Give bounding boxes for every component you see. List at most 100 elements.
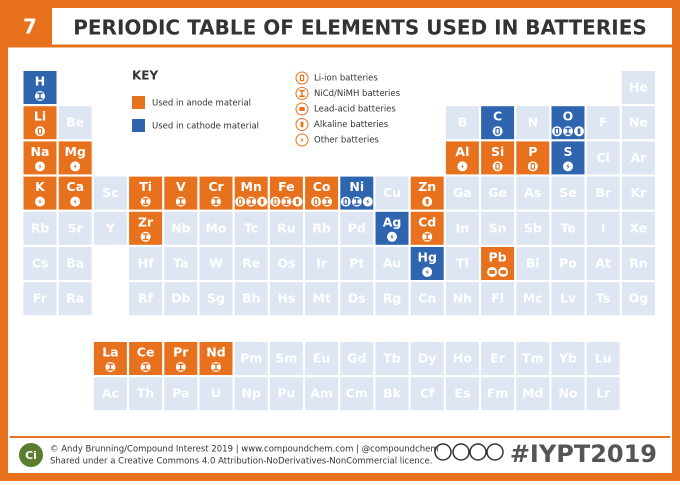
icon-glyph bbox=[107, 363, 114, 371]
element-cell bbox=[586, 106, 620, 140]
element-symbol: B bbox=[458, 115, 468, 130]
element-symbol: Th bbox=[137, 386, 154, 401]
element-symbol: P bbox=[528, 144, 537, 159]
element-cell bbox=[375, 282, 409, 316]
element-cell bbox=[481, 176, 515, 210]
battery-icon bbox=[492, 126, 503, 137]
element-symbol: Cm bbox=[346, 386, 368, 401]
element-symbol: W bbox=[209, 256, 223, 271]
element-symbol: Na bbox=[31, 144, 50, 159]
element-cell bbox=[445, 342, 479, 375]
element-symbol: Fr bbox=[33, 291, 48, 306]
element-symbol: Cs bbox=[32, 256, 49, 271]
element-symbol: Cu bbox=[383, 185, 401, 200]
element-symbol: Nb bbox=[171, 220, 190, 235]
element-cell bbox=[164, 282, 198, 316]
icon-glyph bbox=[390, 234, 394, 240]
element-symbol: Kr bbox=[630, 185, 647, 200]
element-cell bbox=[234, 377, 268, 411]
element-cell bbox=[481, 211, 515, 245]
element-symbol: Ra bbox=[66, 291, 84, 306]
element-cell bbox=[305, 282, 339, 316]
element-symbol: Zn bbox=[418, 179, 436, 194]
element-cell bbox=[551, 211, 585, 245]
element-cell bbox=[199, 211, 233, 245]
element-cell bbox=[93, 377, 127, 411]
element-symbol: Ts bbox=[596, 291, 610, 306]
icon-glyph bbox=[142, 233, 149, 241]
element-cell bbox=[621, 211, 655, 245]
element-symbol: Zr bbox=[138, 214, 154, 229]
element-symbol: Er bbox=[490, 351, 506, 366]
icon-glyph bbox=[73, 163, 77, 170]
key-label: Used in anode material bbox=[152, 99, 251, 109]
element-cell bbox=[410, 342, 444, 375]
element-cell bbox=[516, 282, 550, 316]
element-cell bbox=[551, 282, 585, 316]
element-symbol: Md bbox=[522, 386, 543, 401]
element-symbol: Hf bbox=[138, 256, 154, 271]
element-symbol: Tl bbox=[456, 256, 469, 271]
element-cell bbox=[375, 377, 409, 411]
element-cell bbox=[23, 247, 57, 280]
element-symbol: Te bbox=[560, 220, 575, 235]
battery-icon bbox=[527, 161, 538, 172]
element-cell bbox=[621, 71, 655, 104]
element-cell bbox=[516, 106, 550, 140]
element-symbol: Sg bbox=[207, 291, 225, 306]
element-cell bbox=[340, 211, 374, 245]
battery-icon bbox=[492, 161, 503, 172]
element-symbol: Rn bbox=[629, 256, 648, 271]
element-symbol: Xe bbox=[630, 220, 648, 235]
element-symbol: Es bbox=[454, 386, 470, 401]
element-symbol: Os bbox=[277, 256, 295, 271]
element-cell bbox=[551, 247, 585, 280]
element-cell bbox=[516, 247, 550, 280]
key-icon-ring bbox=[295, 102, 309, 116]
icon-glyph bbox=[425, 198, 429, 205]
battery-icon bbox=[297, 73, 307, 83]
key-label: NiCd/NiMH batteries bbox=[314, 89, 401, 99]
credit: © Andy Brunning/Compound Interest 2019 |… bbox=[50, 445, 439, 455]
element-symbol: Rh bbox=[312, 220, 331, 235]
element-symbol: H bbox=[35, 74, 45, 89]
element-symbol: I bbox=[601, 220, 606, 235]
element-symbol: Nh bbox=[453, 291, 472, 306]
element-cell bbox=[621, 106, 655, 140]
element-symbol: Sc bbox=[102, 185, 118, 200]
element-cell bbox=[586, 141, 620, 175]
element-symbol: Ge bbox=[488, 185, 507, 200]
element-symbol: Pu bbox=[277, 386, 295, 401]
element-symbol: Cd bbox=[418, 214, 436, 229]
element-symbol: Rg bbox=[383, 291, 402, 306]
element-cell bbox=[621, 247, 655, 280]
element-cell bbox=[269, 342, 303, 375]
element-cell bbox=[269, 247, 303, 280]
element-cell bbox=[58, 106, 92, 140]
element-symbol: Fl bbox=[491, 291, 504, 306]
element-symbol: Ac bbox=[102, 386, 119, 401]
icon-glyph bbox=[38, 198, 42, 205]
element-symbol: Sb bbox=[524, 220, 542, 235]
icon-glyph bbox=[495, 163, 500, 170]
element-symbol: Ce bbox=[137, 345, 155, 360]
element-symbol: Au bbox=[383, 256, 402, 271]
element-cell bbox=[129, 377, 163, 411]
element-cell bbox=[93, 211, 127, 245]
element-symbol: Mt bbox=[312, 291, 330, 306]
element-cell bbox=[481, 342, 515, 375]
element-symbol: Hs bbox=[277, 291, 295, 306]
element-symbol: Ti bbox=[139, 179, 152, 194]
element-cell bbox=[586, 247, 620, 280]
element-symbol: Lr bbox=[596, 386, 611, 401]
cc-badge bbox=[434, 443, 504, 461]
battery-icon bbox=[552, 126, 562, 137]
element-cell bbox=[516, 342, 550, 375]
element-cell bbox=[58, 247, 92, 280]
element-cell bbox=[199, 282, 233, 316]
element-symbol: Pt bbox=[349, 256, 364, 271]
element-cell bbox=[305, 211, 339, 245]
element-cell bbox=[340, 377, 374, 411]
battery-icon bbox=[270, 196, 281, 207]
